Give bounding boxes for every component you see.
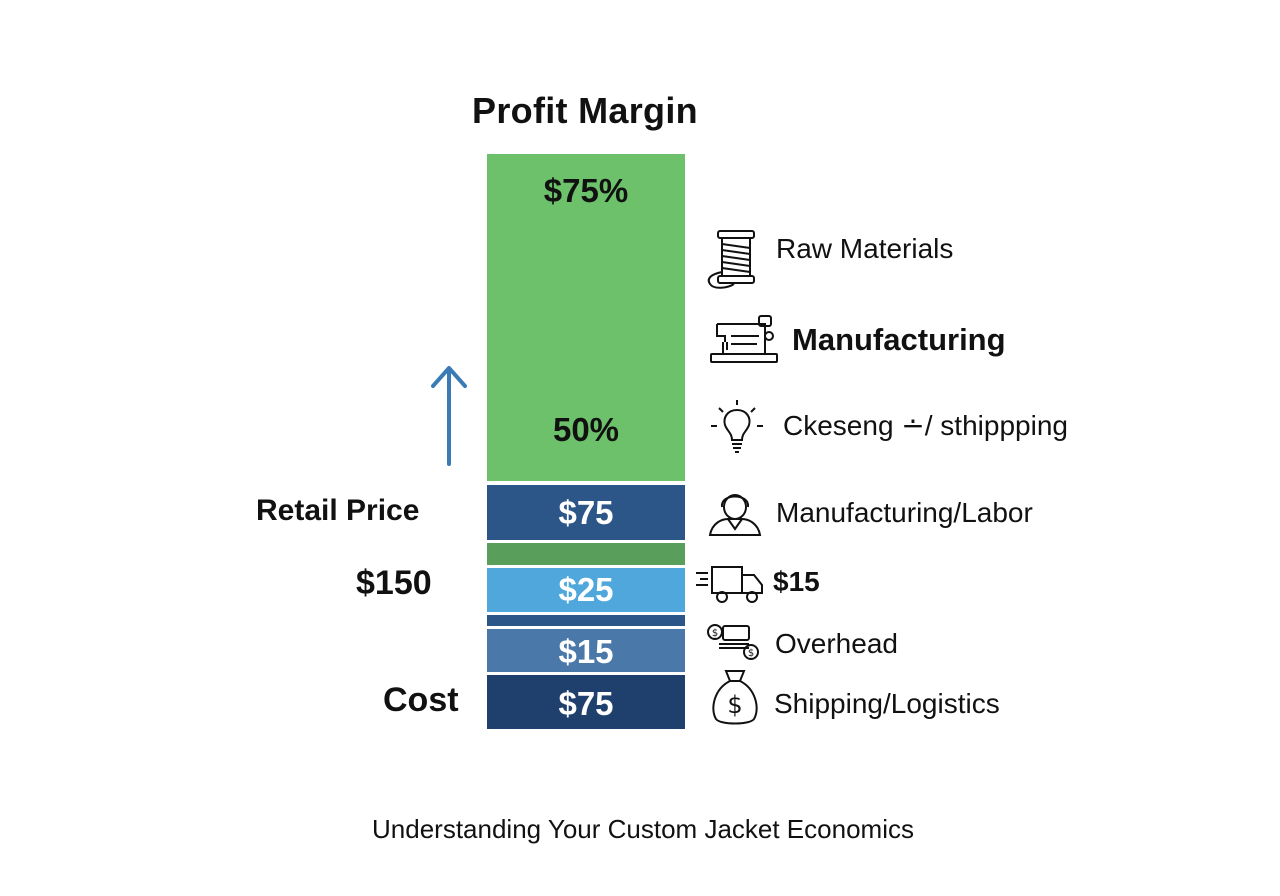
- worker-icon: [706, 487, 764, 537]
- up-arrow-icon: [427, 362, 471, 468]
- cost-label: Cost: [383, 681, 459, 719]
- overhead-segment-label: $15: [558, 633, 614, 670]
- labor-segment: [487, 485, 685, 540]
- legend-manufacturing: Manufacturing: [792, 322, 1006, 357]
- delivery-truck-icon: [694, 563, 766, 605]
- legend-truck-value: $15: [773, 566, 820, 597]
- green-strip-segment: [487, 543, 685, 565]
- lightbulb-icon: [707, 396, 767, 458]
- profit-mid-label: 50%: [552, 411, 620, 448]
- retail-price-label: Retail Price: [256, 494, 420, 527]
- chart-title: Profit Margin: [472, 90, 698, 131]
- profit-top-label: $75%: [543, 172, 629, 209]
- footer-caption: Understanding Your Custom Jacket Economi…: [372, 814, 914, 844]
- navy-strip-segment: [487, 615, 685, 626]
- svg-text:$: $: [748, 648, 754, 659]
- shipping-segment-label: $25: [558, 571, 614, 608]
- svg-text:$: $: [727, 691, 742, 719]
- legend-manufacturing-labor: Manufacturing/Labor: [776, 497, 1033, 528]
- retail-price-value: $150: [356, 564, 432, 602]
- money-bag-icon: $: [708, 665, 762, 729]
- legend-overhead: Overhead: [775, 628, 898, 659]
- thread-spool-icon: [704, 228, 764, 292]
- svg-text:$: $: [712, 628, 718, 639]
- legend-ckeseng: Ckeseng ∸/ sthippping: [783, 410, 1068, 441]
- money-bills-icon: $ $: [705, 622, 761, 662]
- overhead-segment: [487, 629, 685, 672]
- shipping-segment: [487, 568, 685, 612]
- sewing-machine-icon: [709, 312, 779, 366]
- cost-segment: [487, 675, 685, 729]
- legend-raw-materials: Raw Materials: [776, 233, 954, 264]
- profit-segment: [487, 154, 685, 481]
- labor-segment-label: $75: [558, 494, 614, 531]
- cost-segment-label: $75: [558, 685, 614, 722]
- legend-shipping-logistics: Shipping/Logistics: [774, 688, 1000, 719]
